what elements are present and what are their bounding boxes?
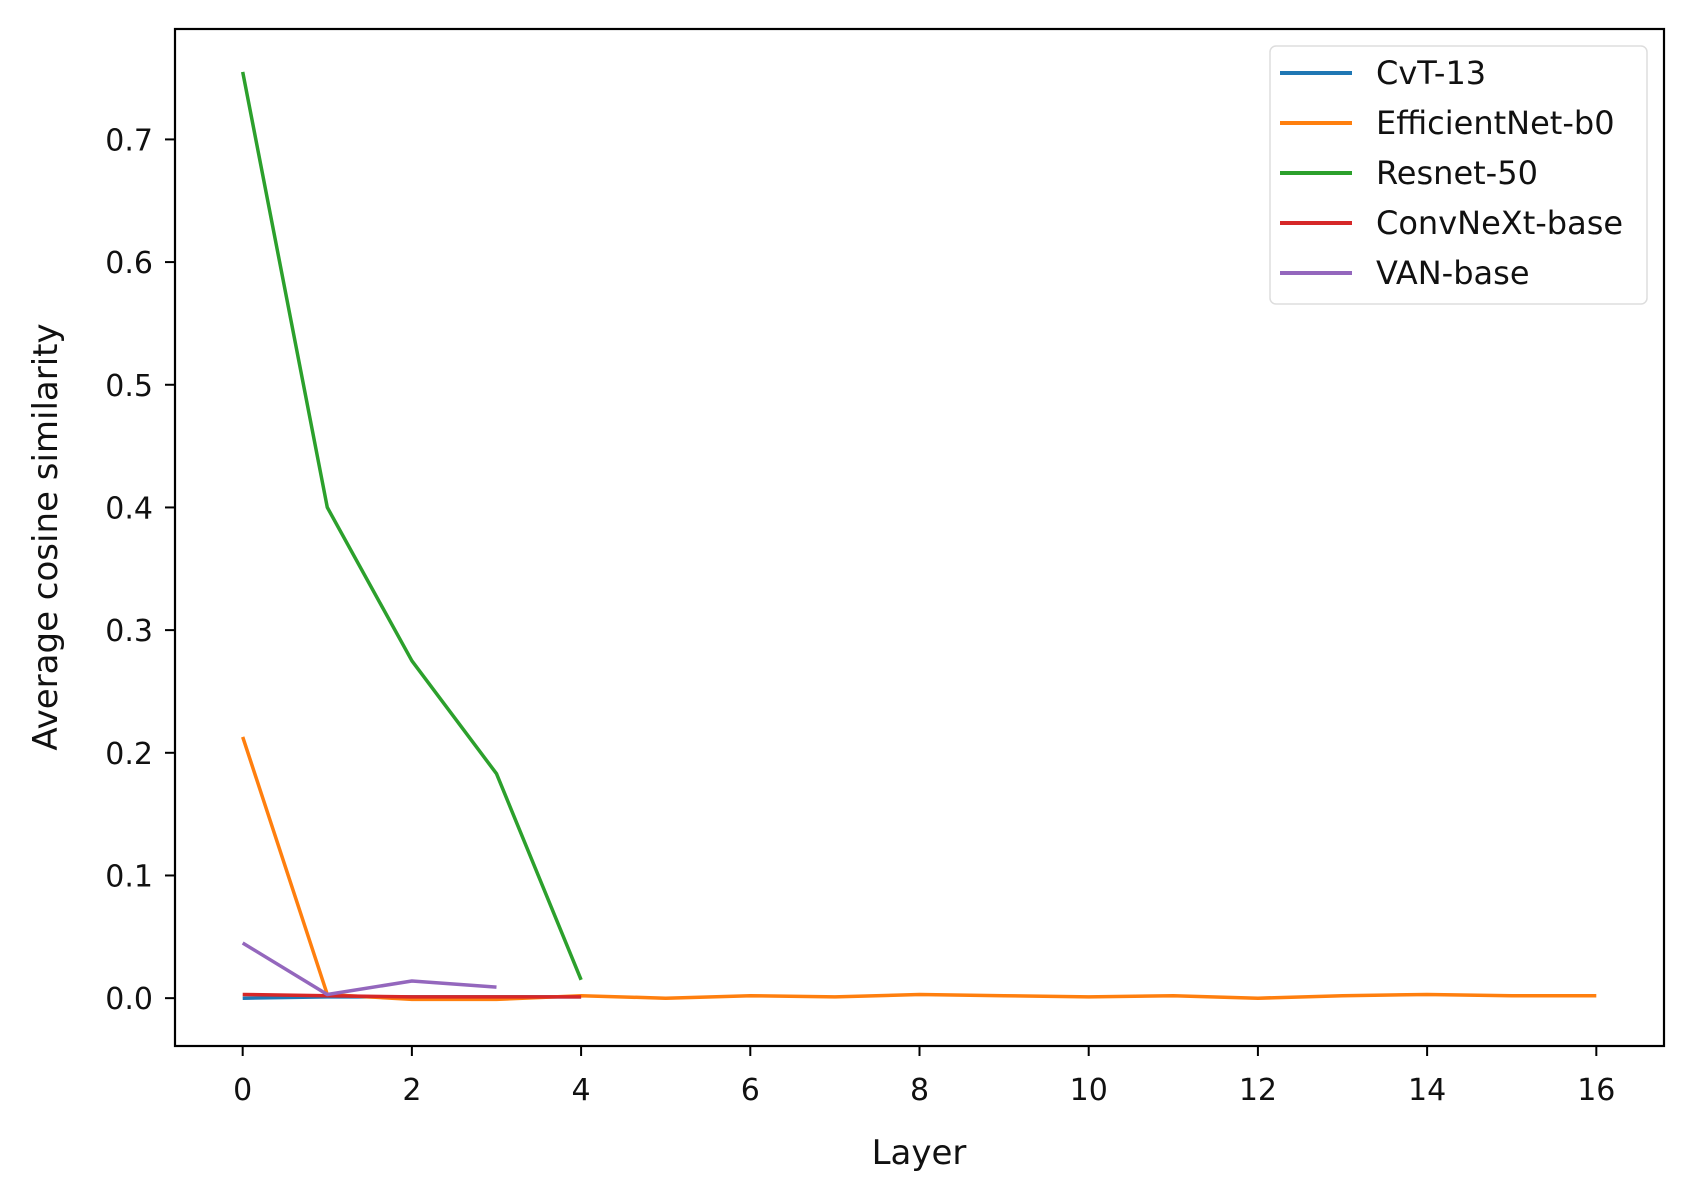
series-line-convnext-base (242, 992, 582, 999)
legend: CvT-13 EfficientNet-b0 Resnet-50 ConvNeXt-b… (1269, 45, 1648, 305)
legend-label: VAN-base (1376, 254, 1530, 292)
x-tick-label: 2 (402, 1073, 421, 1108)
legend-label: CvT-13 (1376, 54, 1486, 92)
x-axis: 0 2 4 6 8 10 12 14 16 (233, 1046, 1615, 1108)
y-tick-label: 0.1 (105, 859, 153, 894)
x-tick-label: 16 (1577, 1073, 1615, 1108)
x-tick-label: 8 (910, 1073, 929, 1108)
legend-label: ConvNeXt-base (1376, 204, 1623, 242)
y-tick-label: 0.7 (105, 123, 153, 158)
x-tick-label: 4 (572, 1073, 591, 1108)
series-line-efficientnet-b0 (241, 736, 1597, 1002)
legend-frame (1269, 45, 1648, 305)
y-tick-label: 0.0 (105, 982, 153, 1017)
x-tick-label: 12 (1239, 1073, 1277, 1108)
plot-lines (240, 71, 1597, 1002)
y-axis: 0.0 0.1 0.2 0.3 0.4 0.5 0.6 0.7 (105, 123, 175, 1017)
y-tick-label: 0.4 (105, 491, 153, 526)
y-tick-label: 0.3 (105, 614, 153, 649)
y-axis-label: Average cosine similarity (26, 323, 66, 750)
x-axis-label: Layer (872, 1133, 967, 1173)
legend-label: Resnet-50 (1376, 154, 1538, 192)
y-tick-label: 0.2 (105, 737, 153, 772)
x-tick-label: 10 (1070, 1073, 1108, 1108)
series-line-van-base (241, 941, 497, 997)
y-tick-label: 0.6 (105, 246, 153, 281)
y-tick-label: 0.5 (105, 369, 153, 404)
series-line-resnet-50 (240, 71, 583, 981)
legend-label: EfficientNet-b0 (1376, 104, 1615, 142)
x-tick-label: 0 (233, 1073, 252, 1108)
x-tick-label: 6 (741, 1073, 760, 1108)
x-tick-label: 14 (1408, 1073, 1446, 1108)
